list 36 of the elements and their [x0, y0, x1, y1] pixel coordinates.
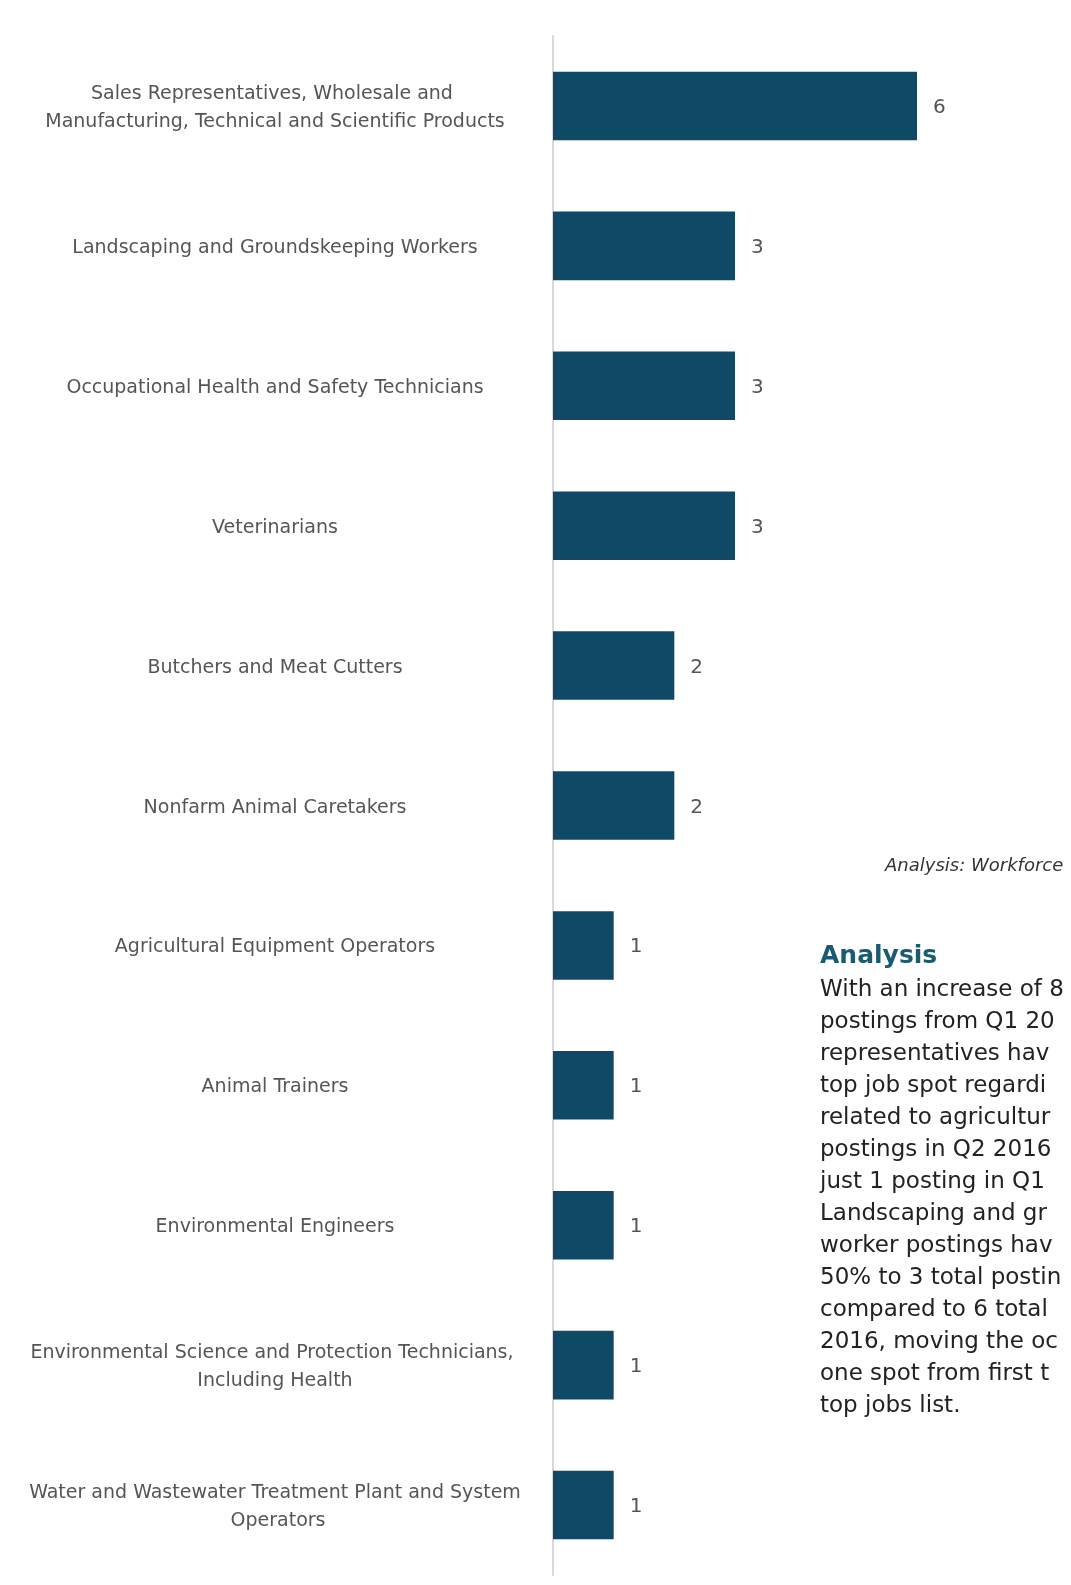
bar	[553, 351, 735, 421]
y-tick-label: Sales Representatives, Wholesale and Manufacturing, Technical and Scientific Products	[45, 80, 505, 131]
y-tick-label: Butchers and Meat Cutters	[147, 654, 403, 677]
data-label: 6	[933, 93, 946, 118]
y-tick-label: Veterinarians	[212, 514, 338, 537]
bar	[553, 71, 917, 141]
bar	[553, 1470, 614, 1540]
y-tick-label: Landscaping and Groundskeeping Workers	[72, 234, 478, 257]
data-label: 1	[629, 1213, 643, 1238]
bar	[553, 491, 735, 560]
text: With an increase of 8 postings from Q1 20 representatives hav top job spot regardi related to agricultur postings in Q2 2016 just 1 posting in Q1 Landscaping and gr worker postings hav 50% to 3 total postin compared to 6 total 2016, moving the oc one spot from first t top jobs list.	[820, 975, 1064, 1417]
data-label: 3	[751, 233, 764, 258]
bar	[553, 211, 735, 281]
y-tick-label: Agricultural Equipment Operators	[114, 934, 436, 957]
data-label: 1	[629, 1353, 643, 1378]
y-tick-label: Environmental Science and Protection Technicians, Including Health	[30, 1340, 520, 1391]
y-tick-label: Environmental Engineers	[155, 1214, 395, 1237]
bar	[553, 771, 675, 840]
data-label: 3	[751, 513, 764, 538]
data-label: 3	[751, 373, 764, 398]
y-tick-label: Animal Trainers	[201, 1074, 349, 1097]
y-tick-label: Occupational Health and Safety Technicians	[66, 374, 484, 397]
data-label: 1	[629, 1073, 643, 1098]
annotation: Analysis: Workforce	[885, 854, 1064, 875]
bar	[553, 911, 614, 980]
bar	[553, 631, 675, 700]
annotation: Analysis	[820, 940, 938, 969]
y-tick-label: Water and Wastewater Treatment Plant and System Operators	[29, 1480, 521, 1531]
data-label: 2	[690, 653, 704, 678]
data-label: 1	[629, 1493, 643, 1518]
data-label: 1	[629, 933, 643, 958]
bar	[553, 1051, 614, 1120]
y-tick-label: Nonfarm Animal Caretakers	[143, 794, 407, 817]
bar	[553, 1330, 614, 1400]
data-label: 2	[690, 793, 704, 818]
bar	[553, 1190, 614, 1260]
